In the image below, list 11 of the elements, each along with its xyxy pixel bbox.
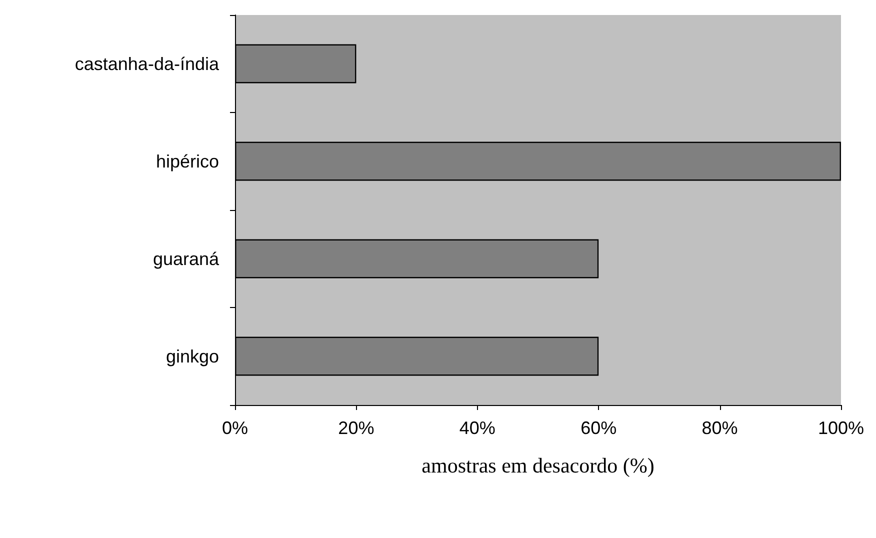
y-tick-label: ginkgo [166,346,219,366]
y-tick-label: castanha-da-índia [74,54,220,74]
y-tick-label: guaraná [152,248,220,269]
x-axis-title: amostras em desacordo (%) [422,454,654,478]
y-tick-label: hipérico [156,151,219,172]
x-tick-label: 100% [818,418,864,438]
x-tick-label: 40% [459,418,496,438]
x-tick-label: 0% [222,418,248,438]
x-tick-label: 80% [702,418,738,438]
x-tick-label: 60% [580,418,617,438]
x-tick-label: 20% [338,418,374,438]
